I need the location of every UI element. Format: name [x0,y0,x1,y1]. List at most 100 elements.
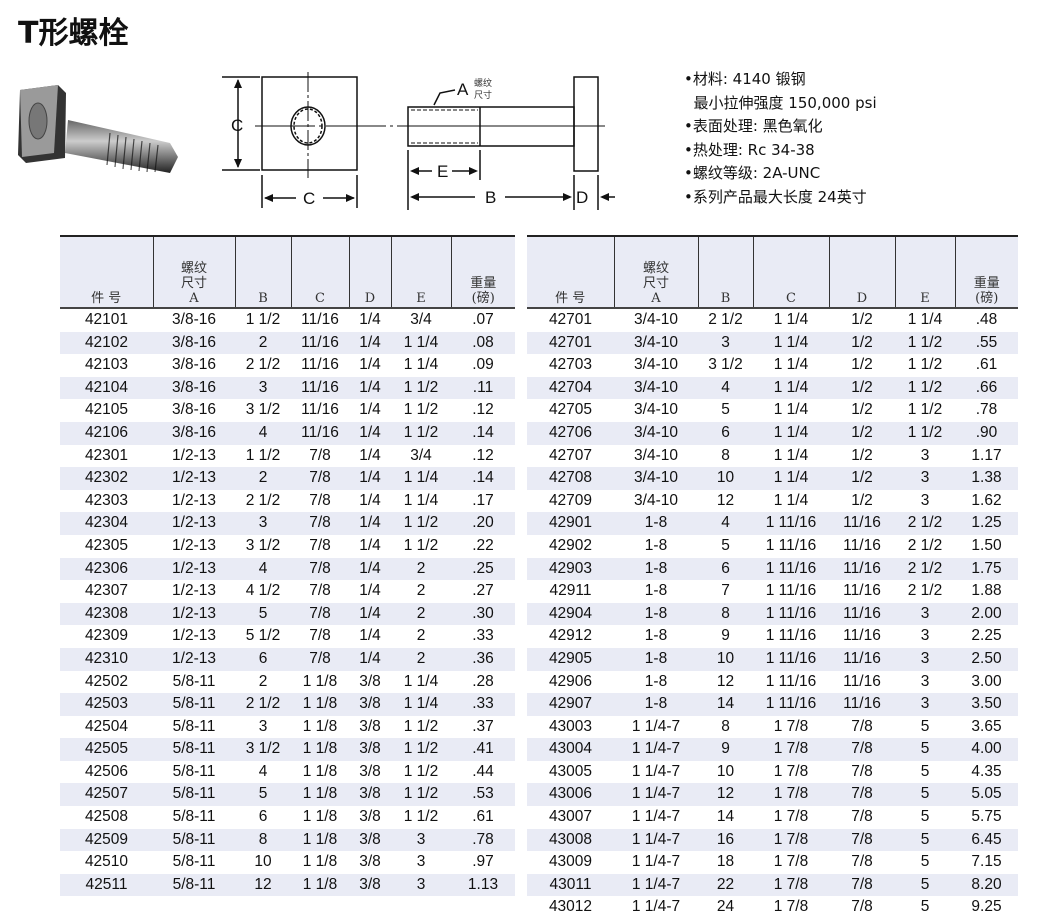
cell-b: 2 1/2 [245,356,281,374]
cell-e: 2 1/2 [907,582,943,600]
table-row: 42305 1/2-13 3 1/2 7/8 1/4 1 1/2 .22 [60,535,515,558]
cell-d: 3/8 [359,717,381,735]
cell-d: 1/4 [359,356,381,374]
cell-e: 1 1/4 [403,333,439,351]
cell-c: 1 11/16 [765,514,817,532]
cell-part: 43005 [548,762,593,780]
cell-weight: .66 [975,378,998,396]
cell-c: 1 1/8 [302,762,338,780]
cell-weight: 1.17 [971,446,1002,464]
cell-b: 12 [716,785,735,803]
cell-thread: 1-8 [644,649,668,667]
cell-d: 1/4 [359,311,381,328]
cell-part: 42102 [84,333,129,351]
cell-part: 42503 [84,695,129,713]
cell-d: 1/4 [359,582,381,600]
cell-e: 1 1/2 [403,514,439,532]
table-row: 42705 3/4-10 5 1 1/4 1/2 1 1/2 .78 [527,399,1018,422]
table-row: 42505 5/8-11 3 1/2 1 1/8 3/8 1 1/2 .41 [60,738,515,761]
cell-weight: .78 [472,830,494,848]
cell-d: 1/2 [851,446,873,464]
cell-thread: 3/8-16 [172,423,216,441]
cell-d: 7/8 [851,808,873,826]
cell-c: 7/8 [309,446,331,464]
cell-part: 42707 [548,446,593,464]
cell-part: 42303 [84,491,129,509]
cell-e: 5 [920,717,930,735]
cell-part: 42907 [548,695,593,713]
table-row: 42104 3/8-16 3 11/16 1/4 1 1/2 .11 [60,376,515,400]
cell-d: 1/4 [359,514,381,532]
cell-part: 42105 [84,401,129,419]
cell-part: 42106 [84,423,129,441]
cell-weight: .53 [472,785,494,803]
table-row: 42503 5/8-11 2 1/2 1 1/8 3/8 1 1/4 .33 [60,693,515,716]
table-row: 43009 1 1/4-7 18 1 7/8 7/8 5 7.15 [527,851,1018,874]
cell-d: 1/2 [851,491,873,509]
cell-b: 12 [254,875,272,893]
cell-b: 2 [258,333,268,351]
cell-part: 43006 [548,785,593,803]
cell-thread: 1/2-13 [172,559,216,577]
cell-thread: 3/8-16 [172,378,216,396]
cell-c: 1 1/8 [302,875,338,893]
cell-d: 11/16 [843,627,881,645]
table-row: 42307 1/2-13 4 1/2 7/8 1/4 2 .27 [60,580,515,603]
cell-c: 1 7/8 [773,740,809,758]
cell-c: 1 11/16 [765,649,817,667]
cell-b: 3 1/2 [245,401,281,419]
cell-part: 42912 [548,627,593,645]
cell-d: 7/8 [851,830,873,848]
cell-b: 10 [254,853,272,871]
cell-weight: 1.75 [971,559,1002,577]
cell-e: 3 [920,604,930,622]
cell-thread: 1/2-13 [172,627,216,645]
cell-b: 5 [258,604,268,622]
cell-e: 1 1/2 [907,356,943,374]
cell-d: 7/8 [851,740,873,758]
cell-b: 8 [721,446,730,464]
table-row: 43012 1 1/4-7 24 1 7/8 7/8 5 9.25 [527,896,1018,919]
cell-e: 3 [416,875,426,893]
cell-e: 2 1/2 [907,559,943,577]
cell-part: 42510 [84,853,129,871]
cell-b: 4 [721,514,730,532]
cell-weight: 6.45 [971,830,1002,848]
header-e: E [390,236,451,308]
cell-weight: .78 [975,401,998,419]
cell-weight: .44 [472,762,494,780]
cell-weight: 5.75 [971,808,1002,826]
cell-thread: 1-8 [644,514,668,532]
cell-c: 1 1/8 [302,853,338,871]
table-row: 42911 1-8 7 1 11/16 11/16 2 1/2 1.88 [527,580,1018,603]
table-row: 42102 3/8-16 2 11/16 1/4 1 1/4 .08 [60,331,515,355]
cell-e: 1 1/2 [907,333,943,351]
cell-b: 12 [716,491,735,509]
cell-b: 5 [721,401,730,419]
header-c: C [290,236,349,308]
cell-thread: 1/2-13 [172,604,216,622]
spec-item: •热处理: Rc 34-38 [684,140,815,159]
cell-d: 3/8 [359,853,381,871]
cell-b: 4 1/2 [245,582,281,600]
cell-b: 4 [258,559,268,577]
table-row: 42510 5/8-11 10 1 1/8 3/8 3 .97 [60,851,515,874]
cell-thread: 1 1/4-7 [631,898,681,916]
cell-d: 1/4 [359,491,381,509]
table-row: 42303 1/2-13 2 1/2 7/8 1/4 1 1/4 .17 [60,490,515,513]
cell-thread: 1-8 [644,604,668,622]
thread-note: 螺纹 [474,77,492,89]
cell-thread: 1 1/4-7 [631,808,681,826]
cell-thread: 1 1/4-7 [631,875,681,893]
header-weight: 重量 (磅) [954,236,1018,308]
cell-part: 42307 [84,582,129,600]
cell-part: 43011 [549,875,592,893]
cell-b: 3 [258,378,268,396]
cell-e: 2 1/2 [907,514,943,532]
cell-thread: 5/8-11 [172,808,216,826]
cell-e: 1 1/4 [403,491,439,509]
cell-e: 3 [920,491,930,509]
cell-part: 42906 [548,672,593,690]
cell-c: 7/8 [309,604,331,622]
cell-b: 6 [258,808,268,826]
